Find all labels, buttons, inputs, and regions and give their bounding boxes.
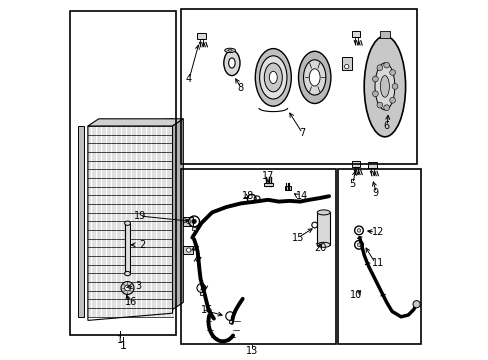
Text: 10: 10 xyxy=(349,290,362,300)
Polygon shape xyxy=(88,119,183,126)
Ellipse shape xyxy=(228,58,235,68)
Bar xyxy=(351,31,360,37)
Ellipse shape xyxy=(124,271,130,276)
Circle shape xyxy=(372,76,378,82)
Bar xyxy=(183,217,193,226)
Bar xyxy=(78,126,83,317)
Circle shape xyxy=(356,229,360,232)
Ellipse shape xyxy=(255,49,291,106)
Polygon shape xyxy=(88,119,172,320)
Text: 13: 13 xyxy=(245,346,257,356)
Text: 7: 7 xyxy=(298,128,305,138)
Circle shape xyxy=(376,102,382,108)
Ellipse shape xyxy=(303,60,325,95)
Circle shape xyxy=(391,84,397,89)
Text: 17: 17 xyxy=(261,171,274,181)
Text: 1: 1 xyxy=(117,335,123,345)
Bar xyxy=(379,31,389,38)
Ellipse shape xyxy=(224,50,240,76)
Ellipse shape xyxy=(317,210,329,215)
Text: 4: 4 xyxy=(185,74,191,84)
Circle shape xyxy=(412,301,419,308)
Bar xyxy=(181,9,416,164)
Bar xyxy=(197,33,205,39)
Bar xyxy=(367,162,376,168)
Text: 11: 11 xyxy=(371,258,383,268)
Circle shape xyxy=(372,91,378,97)
Ellipse shape xyxy=(264,63,282,92)
Text: 16: 16 xyxy=(125,297,137,307)
Text: 5: 5 xyxy=(348,179,355,189)
Ellipse shape xyxy=(259,56,286,99)
Ellipse shape xyxy=(364,36,405,137)
Circle shape xyxy=(124,285,130,291)
Ellipse shape xyxy=(317,242,329,247)
Circle shape xyxy=(389,98,395,103)
Ellipse shape xyxy=(227,50,232,51)
Bar xyxy=(192,227,196,230)
Bar xyxy=(284,186,290,190)
Ellipse shape xyxy=(380,76,388,97)
Ellipse shape xyxy=(374,63,394,110)
Text: 19: 19 xyxy=(134,211,146,221)
Text: 18: 18 xyxy=(242,191,254,201)
Bar xyxy=(351,161,360,167)
Ellipse shape xyxy=(124,221,130,225)
Bar xyxy=(337,169,420,344)
Text: 1: 1 xyxy=(119,341,126,351)
Circle shape xyxy=(356,243,360,247)
Text: 12: 12 xyxy=(371,227,383,237)
Ellipse shape xyxy=(224,48,235,53)
Bar xyxy=(181,169,336,344)
Text: 9: 9 xyxy=(372,188,378,198)
Bar xyxy=(317,212,329,245)
Polygon shape xyxy=(172,119,183,310)
Bar xyxy=(264,183,272,186)
Ellipse shape xyxy=(298,51,330,104)
Bar xyxy=(200,292,203,295)
Bar xyxy=(124,223,130,274)
Text: 16: 16 xyxy=(200,305,212,315)
Circle shape xyxy=(186,219,190,224)
Circle shape xyxy=(383,105,389,111)
Circle shape xyxy=(186,248,190,252)
Ellipse shape xyxy=(309,69,320,86)
Bar xyxy=(228,320,231,323)
Bar xyxy=(183,246,193,255)
Circle shape xyxy=(383,62,389,68)
Text: 20: 20 xyxy=(313,243,325,253)
Text: 6: 6 xyxy=(383,121,389,131)
Circle shape xyxy=(389,69,395,75)
Text: 2: 2 xyxy=(139,240,145,250)
Bar xyxy=(341,57,351,70)
Bar xyxy=(70,11,176,335)
Text: 15: 15 xyxy=(292,233,304,243)
Circle shape xyxy=(192,219,196,224)
Text: 3: 3 xyxy=(135,281,141,291)
Text: 8: 8 xyxy=(237,83,244,93)
Ellipse shape xyxy=(269,71,277,84)
Circle shape xyxy=(376,65,382,71)
Circle shape xyxy=(344,64,348,69)
Text: 14: 14 xyxy=(295,191,307,201)
Circle shape xyxy=(121,282,134,294)
